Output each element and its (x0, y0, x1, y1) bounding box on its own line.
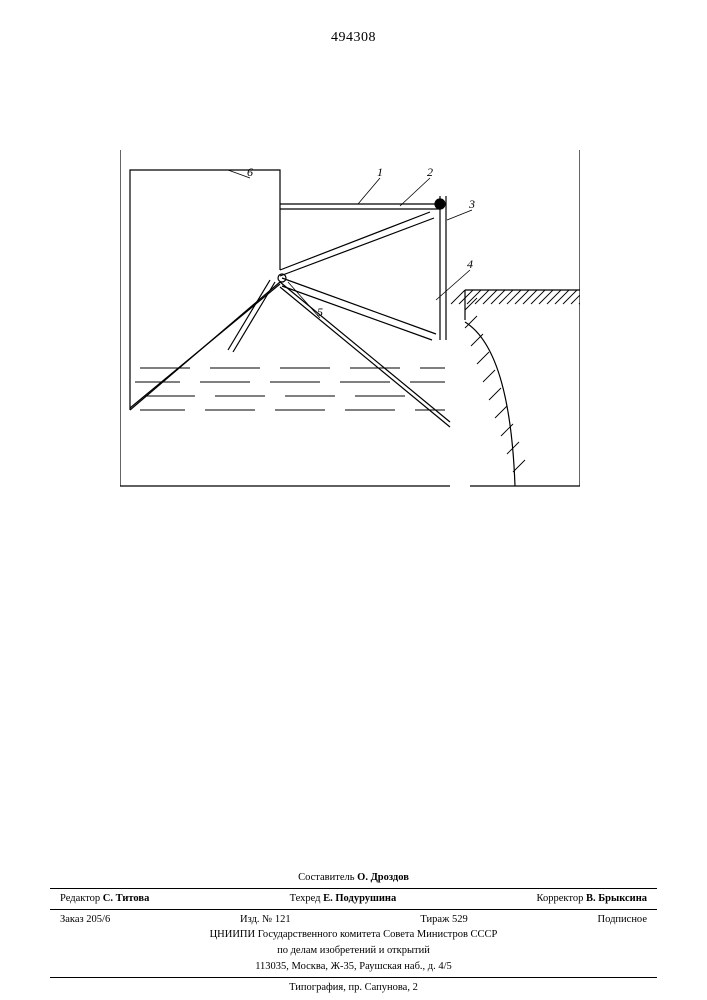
svg-text:4: 4 (467, 257, 473, 271)
printrun-label: Тираж (420, 914, 449, 925)
colophon-block: Составитель О. Дроздов Редактор С. Титов… (50, 870, 657, 995)
svg-text:6: 6 (247, 165, 253, 179)
editor-name: С. Титова (103, 893, 150, 904)
svg-text:2: 2 (427, 165, 433, 179)
credits-row: Редактор С. Титова Техред Е. Подурушина … (50, 891, 657, 907)
org-line-2: по делам изобретений и открытий (50, 943, 657, 959)
techred-name: Е. Подурушина (323, 893, 396, 904)
svg-text:5: 5 (317, 305, 323, 319)
compiler-name: О. Дроздов (357, 872, 409, 883)
printer-line: Типография, пр. Сапунова, 2 (50, 980, 657, 996)
techred-label: Техред (290, 893, 321, 904)
svg-text:1: 1 (377, 165, 383, 179)
compiler-line: Составитель О. Дроздов (50, 870, 657, 886)
corrector-name: В. Брыксина (586, 893, 647, 904)
printrun-value: 529 (452, 914, 468, 925)
org-line-1: ЦНИИПИ Государственного комитета Совета … (50, 927, 657, 943)
print-row: Заказ 205/6 Изд. № 121 Тираж 529 Подписн… (50, 912, 657, 928)
svg-text:3: 3 (468, 197, 475, 211)
issue-label: Изд. № (240, 914, 272, 925)
patent-number: 494308 (0, 30, 707, 46)
compiler-label: Составитель (298, 872, 354, 883)
issue-value: 121 (275, 914, 291, 925)
page: { "patent_number": "494308", "figure": {… (0, 0, 707, 1000)
order-label: Заказ (60, 914, 84, 925)
corrector-label: Корректор (537, 893, 584, 904)
editor-label: Редактор (60, 893, 100, 904)
subscription: Подписное (598, 912, 647, 928)
address-line: 113035, Москва, Ж-35, Раушская наб., д. … (50, 959, 657, 975)
order-value: 205/6 (86, 914, 110, 925)
figure: 1 2 3 4 5 6 (120, 150, 580, 490)
